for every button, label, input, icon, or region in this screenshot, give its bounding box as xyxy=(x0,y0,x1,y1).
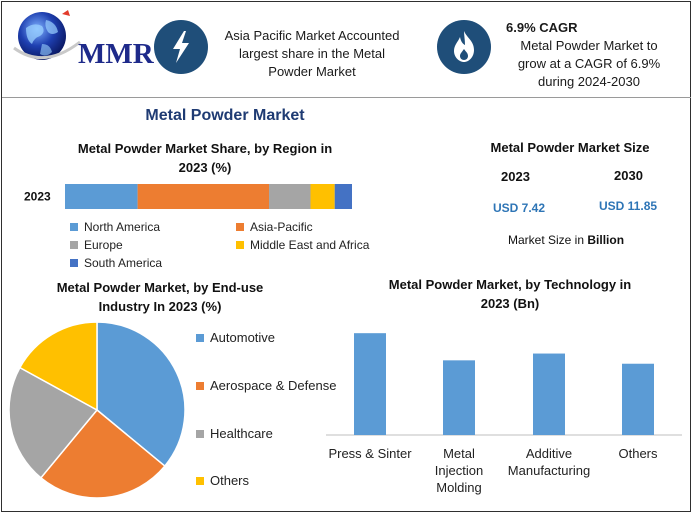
callout-line: grow at a CAGR of 6.9% xyxy=(517,56,661,71)
legend-label: South America xyxy=(84,256,163,270)
size-caption-unit: Billion xyxy=(587,233,625,247)
x-tick-label-line: Additive xyxy=(526,446,572,461)
legend-swatch xyxy=(236,241,244,249)
region-stacked-bar-chart: 2023 xyxy=(24,184,352,209)
lightning-icon-badge xyxy=(154,20,208,74)
flame-icon-badge xyxy=(437,20,491,74)
legend-label: Others xyxy=(210,473,250,488)
x-tick-label-line: Press & Sinter xyxy=(328,446,412,461)
legend-swatch xyxy=(196,477,204,485)
x-tick-label: Others xyxy=(618,446,658,461)
legend-swatch xyxy=(236,223,244,231)
callout-line: during 2024-2030 xyxy=(538,74,640,89)
main-title: Metal Powder Market xyxy=(145,107,305,124)
pie-slice xyxy=(39,408,166,499)
technology-bar xyxy=(443,360,475,435)
title-line: Industry In 2023 (%) xyxy=(98,299,222,314)
pie-slice xyxy=(8,366,99,479)
stacked-bar-segment xyxy=(334,184,352,209)
legend-label: North America xyxy=(84,220,161,234)
title-line: Metal Powder Market Share, by Region in xyxy=(77,141,333,156)
lightning-icon xyxy=(173,31,189,63)
mmr-logo: MMR xyxy=(12,8,154,70)
legend-swatch xyxy=(196,382,204,390)
market-size-title: Metal Powder Market Size xyxy=(490,140,650,155)
stacked-bar-segment xyxy=(269,184,311,209)
globe-icon xyxy=(13,10,81,60)
legend-item: South America xyxy=(70,256,162,270)
legend-item: Others xyxy=(196,473,249,488)
callout-asia-pacific: Asia Pacific Market Accounted largest sh… xyxy=(212,27,412,81)
pie-slice xyxy=(96,321,186,468)
flame-icon xyxy=(454,31,474,62)
legend-item: Europe xyxy=(70,238,123,252)
legend-swatch xyxy=(196,334,204,342)
legend-label: Asia-Pacific xyxy=(250,220,313,234)
legend-item: Asia-Pacific xyxy=(236,220,313,234)
stacked-bar-segment xyxy=(65,184,138,209)
legend-label: Europe xyxy=(84,238,123,252)
legend-item: North America xyxy=(70,220,160,234)
enduse-pie-chart xyxy=(8,321,186,499)
legend-label: Healthcare xyxy=(210,426,273,441)
legend-swatch xyxy=(70,241,78,249)
callout-line: Asia Pacific Market Accounted xyxy=(224,28,400,43)
enduse-title: Metal Powder Market, by End-use Industry… xyxy=(30,278,290,316)
stacked-bar-segment xyxy=(310,184,335,209)
x-tick-label: Press & Sinter xyxy=(328,446,412,461)
pie-slice xyxy=(18,321,98,412)
x-tick-label-line: Others xyxy=(618,446,658,461)
title-line: Metal Powder Market, by End-use xyxy=(56,280,264,295)
x-tick-label-line: Injection xyxy=(435,463,483,478)
size-caption: Market Size in Billion xyxy=(508,233,624,247)
stacked-bar-segment xyxy=(137,184,270,209)
legend-item: Automotive xyxy=(196,330,275,345)
title-line: 2023 (%) xyxy=(178,160,232,175)
header-divider xyxy=(2,97,691,98)
x-tick-label: Additive Manufacturing xyxy=(508,446,590,478)
legend-label: Middle East and Africa xyxy=(250,238,370,252)
size-year-2023: 2023 xyxy=(501,169,530,184)
technology-bar-chart: Press & Sinter Metal Injection Molding Addit… xyxy=(326,333,682,495)
region-share-title: Metal Powder Market Share, by Region in … xyxy=(40,139,370,177)
callout-line: Metal Powder Market to xyxy=(520,38,658,53)
legend-label: Aerospace & Defense xyxy=(210,378,337,393)
technology-bar xyxy=(354,333,386,435)
logo-text: MMR xyxy=(78,38,154,70)
legend-swatch xyxy=(70,259,78,267)
callout-headline: 6.9% CAGR xyxy=(506,20,578,35)
x-tick-label: Metal Injection Molding xyxy=(435,446,483,495)
legend-item: Aerospace & Defense xyxy=(196,378,336,393)
size-value-2030: USD 11.85 xyxy=(599,199,658,213)
legend-item: Middle East and Africa xyxy=(236,238,369,252)
size-year-2030: 2030 xyxy=(614,168,643,183)
legend-label: Automotive xyxy=(210,330,276,345)
technology-title: Metal Powder Market, by Technology in 20… xyxy=(360,275,660,313)
category-label: 2023 xyxy=(24,190,51,204)
x-tick-label-line: Manufacturing xyxy=(508,463,590,478)
technology-bar xyxy=(622,363,654,435)
size-caption-prefix: Market Size in xyxy=(508,233,588,247)
size-value-2023: USD 7.42 xyxy=(493,201,546,215)
x-tick-label-line: Molding xyxy=(436,480,482,495)
technology-bar xyxy=(533,353,565,435)
legend-swatch xyxy=(196,430,204,438)
callout-line: largest share in the Metal xyxy=(239,46,385,61)
callout-cagr: 6.9% CAGR Metal Powder Market to grow at… xyxy=(494,19,684,91)
title-line: 2023 (Bn) xyxy=(480,296,540,311)
legend-item: Healthcare xyxy=(196,426,273,441)
callout-line: Powder Market xyxy=(268,64,356,79)
legend-swatch xyxy=(70,223,78,231)
x-tick-label-line: Metal xyxy=(443,446,475,461)
title-line: Metal Powder Market, by Technology in xyxy=(388,277,632,292)
